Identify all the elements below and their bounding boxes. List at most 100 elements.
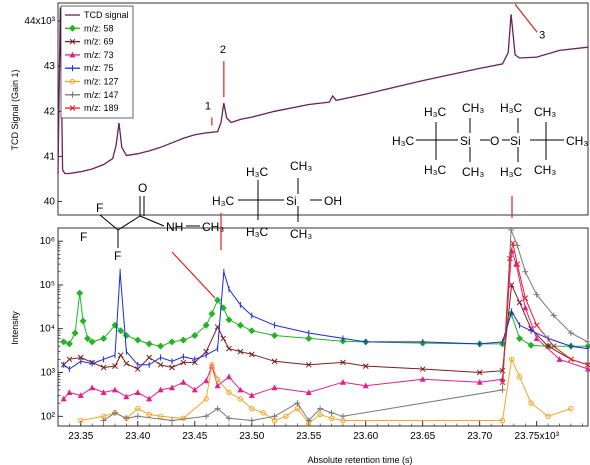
svg-text:H₃C: H₃C <box>392 134 415 148</box>
series-m-z-189 <box>499 240 590 386</box>
peak-annotation-label: 2 <box>220 44 226 56</box>
data-point <box>100 334 108 342</box>
svg-text:CH₃: CH₃ <box>290 227 312 241</box>
data-point <box>157 361 164 368</box>
data-point <box>271 358 278 365</box>
data-point <box>507 255 513 262</box>
data-point <box>225 373 232 380</box>
svg-text:H₃C: H₃C <box>424 163 447 177</box>
data-point <box>84 334 92 342</box>
data-point <box>134 413 141 420</box>
data-point <box>117 352 124 358</box>
legend-item: m/z: 147 <box>65 90 119 100</box>
svg-text:H₃C: H₃C <box>500 101 523 115</box>
peak-annotation-label: 1 <box>205 101 211 113</box>
x-tick-label: 23.75x10³ <box>514 431 559 442</box>
x-tick-label: 23.70 <box>467 431 492 442</box>
svg-text:CH₃: CH₃ <box>290 159 312 173</box>
data-point <box>203 413 210 420</box>
legend: TCD signal m/z: 58 m/z: 69 m/z: 73 m/z: 75 m/… <box>60 5 134 119</box>
data-point <box>508 227 515 234</box>
legend-label: m/z: 189 <box>84 103 119 113</box>
data-point <box>476 379 483 385</box>
methyl-group-label: CH₃ <box>202 220 224 234</box>
data-point <box>509 240 516 247</box>
data-point <box>249 405 255 412</box>
data-point <box>220 335 227 342</box>
data-point <box>305 361 312 368</box>
x-ticks: 23.35 23.40 23.45 23.50 23.55 23.60 23.65 23.70… <box>68 421 583 442</box>
tcd-y-tick-label: 41 <box>44 151 56 162</box>
tcd-y-tick-label: 40 <box>44 196 56 207</box>
data-point <box>522 268 529 275</box>
data-point <box>100 417 107 424</box>
data-point <box>226 345 232 352</box>
data-point <box>77 354 84 361</box>
data-point <box>528 400 534 406</box>
structure-peak-connectors <box>171 196 513 299</box>
data-point <box>78 417 84 424</box>
intensity-y-axis-label: Intensity <box>10 311 20 345</box>
svg-text:H₃C: H₃C <box>500 165 523 179</box>
data-point <box>516 299 523 306</box>
data-point <box>203 348 210 355</box>
legend-label: m/z: 58 <box>84 23 114 33</box>
legend-item: m/z: 75 <box>65 63 114 73</box>
data-point <box>157 386 164 393</box>
x-axis-label: Absolute retention time (s) <box>307 455 412 465</box>
x-tick-label: 23.65 <box>410 431 435 442</box>
data-point <box>305 389 312 395</box>
data-point <box>568 356 574 363</box>
data-point <box>60 338 68 346</box>
x-tick-label: 23.45 <box>182 431 207 442</box>
data-point <box>66 356 73 363</box>
data-point <box>499 417 506 424</box>
svg-text:F: F <box>114 249 121 263</box>
tcd-y-ticks: 40 41 42 43 44x10³ <box>24 16 62 207</box>
data-point <box>522 304 529 311</box>
data-point <box>516 374 523 380</box>
data-point <box>134 389 141 395</box>
data-point <box>225 415 232 422</box>
svg-text:OH: OH <box>324 194 342 208</box>
tcd-y-tick-label: 42 <box>44 106 56 117</box>
data-point <box>112 363 118 369</box>
data-point <box>66 389 73 395</box>
data-point <box>191 359 198 366</box>
data-point <box>248 417 255 424</box>
peak-annotation-leader <box>514 3 538 33</box>
data-point <box>69 38 76 45</box>
x-tick-label: 23.40 <box>125 431 150 442</box>
data-point <box>514 261 521 267</box>
data-point <box>236 321 244 329</box>
legend-item: m/z: 58 <box>65 23 114 33</box>
ms-panel: Intensity Absolute retention time (s) 10… <box>10 227 590 465</box>
legend-label: m/z: 147 <box>84 90 119 100</box>
peak-annotation-label: 3 <box>539 29 545 41</box>
data-point <box>237 386 244 393</box>
data-point <box>65 340 73 348</box>
data-point <box>508 356 515 363</box>
svg-text:F: F <box>80 230 87 244</box>
data-point <box>419 376 426 382</box>
data-point <box>271 332 279 340</box>
svg-text:H₃C: H₃C <box>246 165 269 179</box>
data-point <box>362 363 369 369</box>
data-point <box>69 91 76 98</box>
data-point <box>179 336 187 344</box>
data-point <box>339 413 346 420</box>
trifluoro-methylacetamide-structure: F F F O NH CH₃ <box>80 181 224 263</box>
data-point <box>476 369 483 376</box>
intensity-y-ticks: 10² 10³ 10⁴ 10⁵ 10⁶ <box>40 236 63 422</box>
data-point <box>89 384 96 391</box>
data-point <box>533 322 540 329</box>
data-point <box>328 415 335 421</box>
data-point <box>146 354 153 361</box>
series-line <box>80 357 572 424</box>
data-point <box>157 413 164 419</box>
data-point <box>203 377 210 384</box>
data-point <box>209 362 215 368</box>
svg-text:H₃C: H₃C <box>212 194 235 208</box>
legend-label: TCD signal <box>84 10 129 20</box>
